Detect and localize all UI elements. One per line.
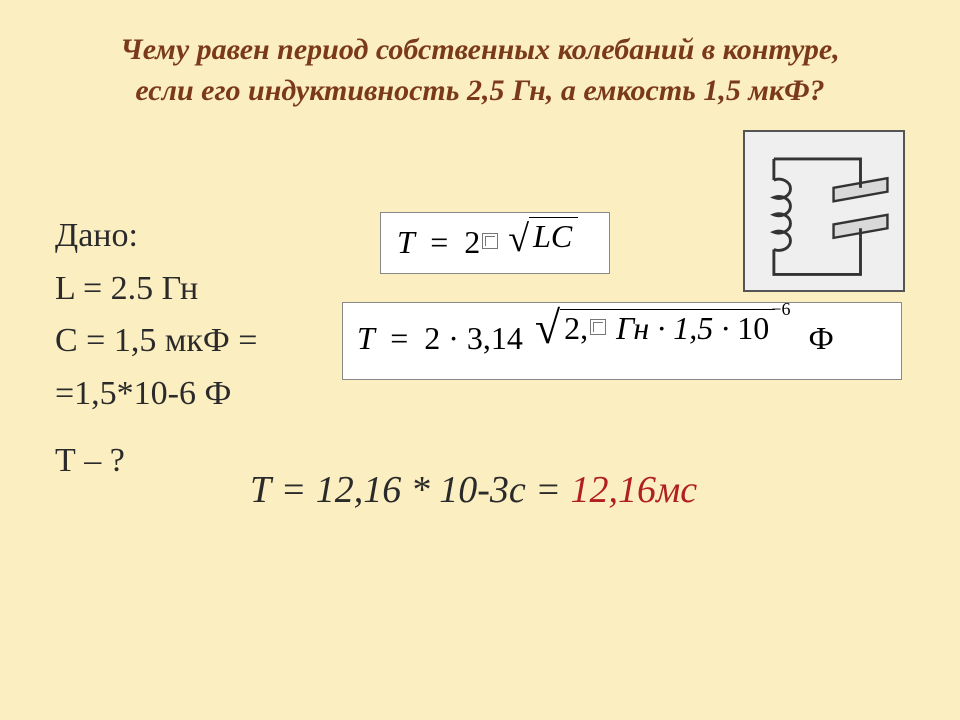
physics-slide: Чему равен период собственных колебаний … (0, 0, 960, 720)
missing-glyph-icon (590, 319, 606, 335)
given-find: Т – ? (55, 435, 257, 488)
result-answer: 12,16мс (570, 469, 697, 511)
substitution-formula-box: T = 2 · 3,14 √ 2, Гн · 1,5 · 10 −6 Ф (342, 302, 902, 380)
lc-circuit-diagram (743, 130, 905, 292)
formula2-eq: T = 2 · 3,14 √ 2, Гн · 1,5 · 10 −6 Ф (357, 320, 834, 356)
given-block: Дано: L = 2.5 Гн С = 1,5 мкФ = =1,5*10-6… (55, 210, 257, 487)
given-C-line1: С = 1,5 мкФ = (55, 315, 257, 368)
given-label: Дано: (55, 210, 257, 263)
title-line-2: если его индуктивность 2,5 Гн, а емкость… (135, 74, 824, 107)
given-L: L = 2.5 Гн (55, 263, 257, 316)
title-line-1: Чему равен период собственных колебаний … (120, 33, 839, 66)
missing-glyph-icon (482, 233, 498, 249)
result-line: Т = 12,16 * 10-3с = 12,16мс (250, 468, 697, 512)
problem-title: Чему равен период собственных колебаний … (60, 30, 900, 111)
result-lhs: Т = 12,16 * 10-3с = (250, 469, 570, 511)
given-C-line2: =1,5*10-6 Ф (55, 368, 257, 421)
formula1-eq: T = 2 √LC (397, 224, 578, 260)
thomson-formula-box: T = 2 √LC (380, 212, 610, 274)
